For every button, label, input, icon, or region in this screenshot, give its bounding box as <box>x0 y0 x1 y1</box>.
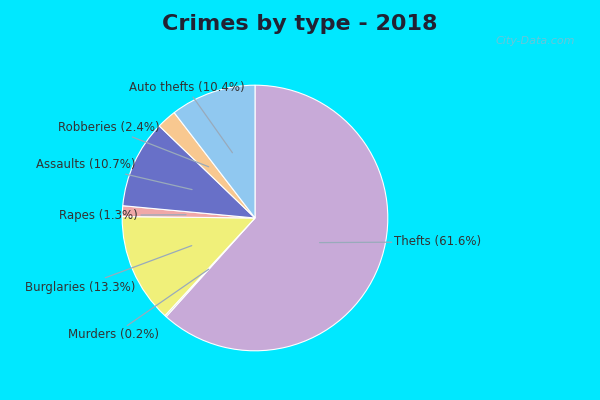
Wedge shape <box>122 206 255 218</box>
Text: Burglaries (13.3%): Burglaries (13.3%) <box>25 246 192 294</box>
Wedge shape <box>122 216 255 316</box>
Text: Assaults (10.7%): Assaults (10.7%) <box>36 158 192 190</box>
Text: Thefts (61.6%): Thefts (61.6%) <box>320 236 482 248</box>
Text: Rapes (1.3%): Rapes (1.3%) <box>59 209 186 222</box>
Wedge shape <box>166 85 388 351</box>
Text: Crimes by type - 2018: Crimes by type - 2018 <box>162 14 438 34</box>
Wedge shape <box>123 126 255 218</box>
Wedge shape <box>159 113 255 218</box>
Text: Murders (0.2%): Murders (0.2%) <box>68 269 209 341</box>
Text: City-Data.com: City-Data.com <box>495 36 575 46</box>
Text: Robberies (2.4%): Robberies (2.4%) <box>58 121 209 167</box>
Text: Auto thefts (10.4%): Auto thefts (10.4%) <box>129 81 244 153</box>
Wedge shape <box>165 218 255 317</box>
Wedge shape <box>174 85 255 218</box>
